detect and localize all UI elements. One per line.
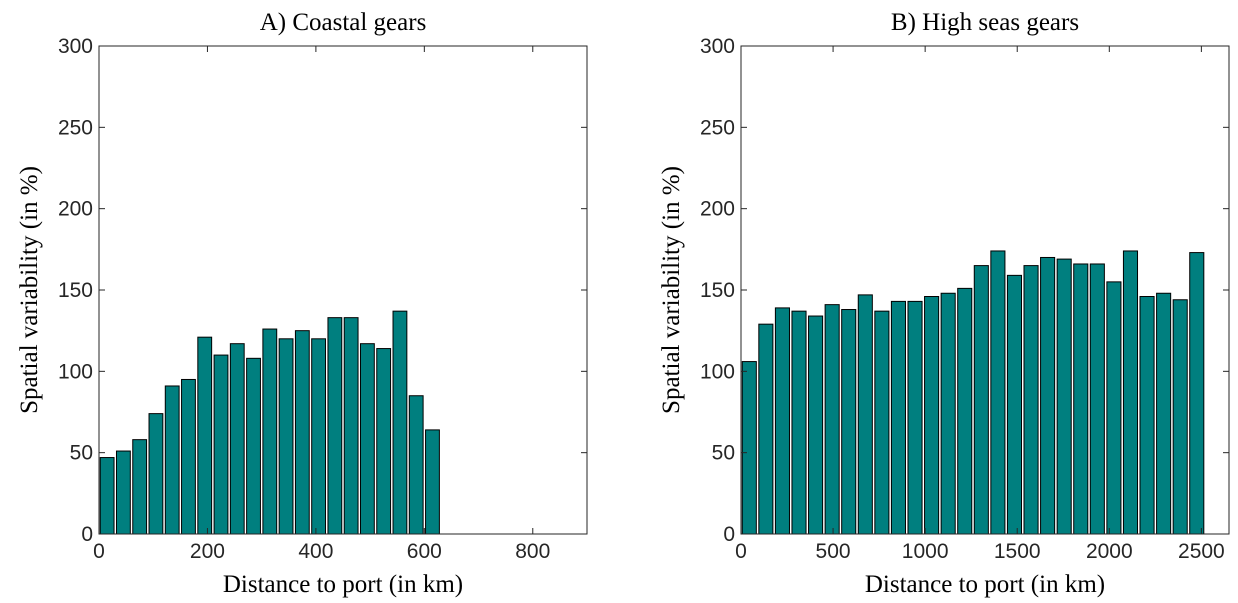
bar	[957, 287, 973, 535]
y-tick-label: 250	[700, 116, 735, 139]
bar	[262, 328, 278, 535]
y-tick-label: 100	[700, 360, 735, 383]
bar	[791, 310, 807, 535]
bar	[278, 338, 294, 535]
bar	[940, 292, 956, 535]
y-tick-label: 200	[58, 198, 93, 221]
bar	[857, 294, 873, 535]
bar	[741, 361, 757, 535]
chart-title: B) High seas gears	[891, 9, 1079, 36]
bar	[808, 315, 824, 535]
bar	[907, 300, 923, 535]
bar	[758, 323, 774, 535]
bar	[132, 439, 148, 535]
y-tick-label: 150	[700, 279, 735, 302]
bar	[392, 310, 408, 535]
x-tick-label: 0	[93, 540, 105, 563]
bar	[890, 300, 906, 535]
y-tick-label: 150	[58, 279, 93, 302]
bar	[1106, 281, 1122, 535]
bar	[1172, 299, 1188, 535]
chart-title: A) Coastal gears	[260, 9, 427, 36]
bar	[181, 378, 196, 535]
bar	[973, 265, 989, 535]
bar	[774, 307, 790, 535]
bar	[990, 250, 1006, 535]
x-tick-label: 2000	[1086, 540, 1133, 563]
y-tick-label: 200	[700, 198, 735, 221]
bar	[213, 354, 229, 535]
bar	[327, 317, 343, 535]
bar	[229, 343, 245, 535]
bar	[841, 309, 857, 535]
y-tick-label: 0	[723, 523, 735, 546]
bar	[1139, 296, 1155, 535]
x-tick-label: 0	[735, 540, 747, 563]
y-tick-label: 300	[58, 35, 93, 58]
x-tick-label: 200	[190, 540, 225, 563]
x-tick-label: 400	[298, 540, 333, 563]
y-axis-label: Spatial variability (in %)	[16, 166, 43, 414]
bar	[148, 413, 164, 535]
x-axis-label: Distance to port (in km)	[865, 571, 1105, 598]
bar	[1040, 256, 1056, 535]
y-tick-label: 300	[700, 35, 735, 58]
bar	[1006, 274, 1023, 535]
x-tick-label: 800	[515, 540, 550, 563]
bar	[924, 296, 940, 535]
x-tick-label: 1000	[902, 540, 949, 563]
bar	[164, 385, 180, 535]
bar	[824, 304, 840, 535]
x-axis-label: Distance to port (in km)	[223, 571, 463, 598]
y-tick-label: 0	[81, 523, 93, 546]
x-tick-label: 500	[816, 540, 851, 563]
x-tick-label: 600	[407, 540, 442, 563]
bar	[874, 310, 890, 535]
x-tick-label: 1500	[994, 540, 1041, 563]
bar	[115, 450, 131, 535]
x-tick-label: 2500	[1178, 540, 1225, 563]
bar	[1122, 250, 1139, 535]
bar	[408, 395, 424, 535]
bar	[425, 429, 440, 535]
bar	[1023, 265, 1039, 535]
y-axis-label: Spatial variability (in %)	[658, 166, 685, 414]
bar	[343, 317, 359, 535]
bar	[359, 343, 375, 535]
bar	[1073, 263, 1089, 535]
bar	[294, 330, 310, 535]
bar	[197, 336, 213, 535]
y-tick-label: 50	[70, 442, 93, 465]
bar	[1189, 252, 1205, 535]
bar	[99, 457, 115, 535]
bar	[1156, 292, 1172, 535]
y-tick-label: 100	[58, 360, 93, 383]
y-tick-label: 250	[58, 116, 93, 139]
bar	[1056, 258, 1072, 535]
bar	[246, 357, 261, 535]
bar	[311, 338, 327, 535]
bar	[1089, 263, 1105, 535]
bar	[376, 348, 392, 535]
y-tick-label: 50	[712, 442, 735, 465]
